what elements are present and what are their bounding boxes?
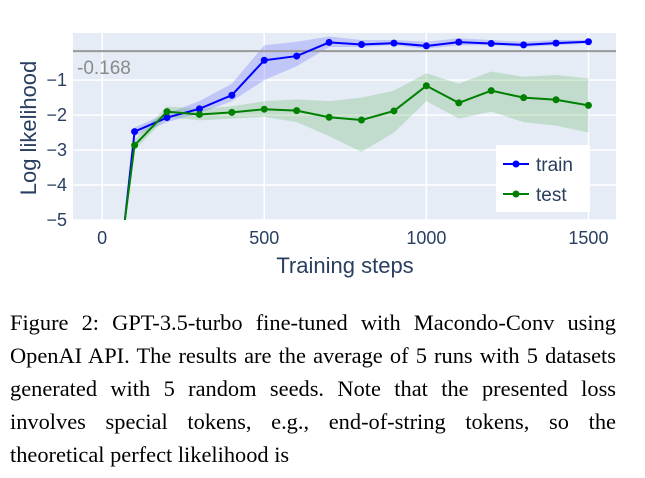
data-point-train [195, 105, 203, 113]
data-point-train [358, 41, 366, 49]
series-line-test [123, 84, 589, 220]
legend-label-train: train [536, 155, 573, 176]
x-tick-label: 500 [249, 228, 279, 248]
data-point-train [260, 56, 268, 64]
data-point-train [293, 52, 301, 60]
data-point-test [325, 113, 333, 121]
y-tick-label: −3 [46, 140, 67, 160]
data-point-test [552, 96, 560, 104]
data-point-train [228, 91, 236, 99]
data-point-test [293, 107, 301, 115]
x-tick-label: 1500 [568, 228, 608, 248]
legend-box [496, 145, 590, 212]
reference-line-group: -0.168 [73, 50, 616, 79]
chart-container: -0.168 0 500 1000 1500 −1 −2 −3 −4 −5 Training s… [16, 33, 616, 278]
data-point-train [131, 128, 139, 136]
data-point-train [584, 38, 592, 46]
data-point-test [422, 82, 430, 90]
line-chart: -0.168 0 500 1000 1500 −1 −2 −3 −4 −5 Training s… [16, 33, 616, 278]
tick-labels: 0 500 1000 1500 −1 −2 −3 −4 −5 [46, 70, 608, 248]
y-tick-label: −4 [46, 175, 67, 195]
y-axis-title: Log likelihood [16, 61, 41, 196]
data-point-test [195, 110, 203, 118]
data-point-test [487, 87, 495, 95]
data-point-train [422, 42, 430, 50]
data-point-test [584, 101, 592, 109]
legend-label-test: test [536, 185, 567, 206]
x-axis-title: Training steps [276, 253, 413, 278]
legend-item-train: train [503, 155, 573, 176]
legend-marker-test [512, 190, 520, 198]
confidence-band-train [124, 36, 589, 220]
x-tick-label: 0 [97, 228, 107, 248]
y-tick-label: −5 [46, 210, 67, 230]
y-tick-label: −2 [46, 105, 67, 125]
data-point-train [390, 39, 398, 47]
data-point-test [228, 108, 236, 116]
data-point-test [455, 99, 463, 107]
data-point-test [260, 105, 268, 113]
reference-line-label: -0.168 [77, 58, 131, 79]
data-point-test [131, 141, 139, 149]
x-tick-label: 1000 [406, 228, 446, 248]
legend: train test [496, 145, 590, 212]
figure-caption: Figure 2: GPT-3.5-turbo fine-tuned with … [10, 310, 616, 467]
confidence-band-test [124, 71, 589, 220]
data-point-train [455, 38, 463, 46]
data-point-test [163, 108, 171, 116]
data-point-test [390, 107, 398, 115]
data-point-test [520, 94, 528, 102]
data-point-train [325, 38, 333, 46]
data-point-train [520, 41, 528, 49]
series-lines [123, 38, 592, 220]
legend-item-test: test [503, 185, 567, 206]
data-point-train [487, 39, 495, 47]
data-point-train [552, 39, 560, 47]
y-tick-label: −1 [46, 70, 67, 90]
confidence-bands [124, 36, 589, 220]
data-point-train [163, 114, 171, 122]
data-point-test [358, 116, 366, 124]
legend-marker-train [512, 160, 520, 168]
